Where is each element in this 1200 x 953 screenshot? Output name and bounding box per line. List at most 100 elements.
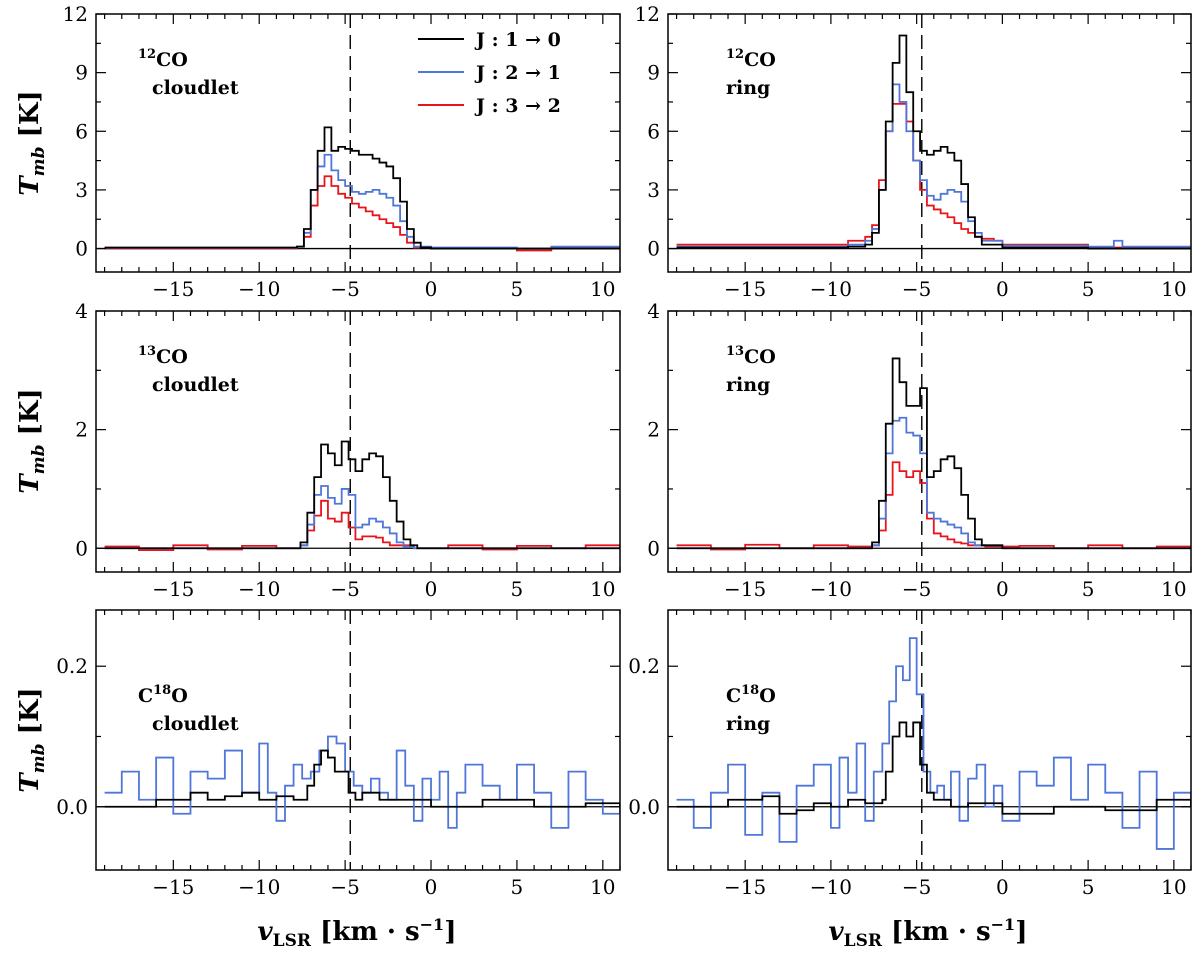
x-tick-label: 5	[511, 875, 524, 899]
x-tick-label: −10	[810, 277, 852, 301]
panel-region-label: ring	[726, 77, 770, 99]
x-tick-label: 10	[590, 577, 615, 601]
x-tick-label: 5	[1082, 577, 1095, 601]
series-line-j21	[676, 83, 1191, 249]
panel-region-label: ring	[726, 713, 770, 735]
y-tick-label: 2	[647, 418, 660, 442]
y-tick-label: 9	[75, 61, 88, 85]
x-tick-label: 5	[1082, 277, 1095, 301]
x-tick-label: 10	[1161, 577, 1186, 601]
series-line-j32	[104, 175, 620, 252]
panel-4: −15 −10 −5 0 5 10 0 2 4 13CO ring	[647, 299, 1192, 601]
series-line-j21	[676, 637, 1191, 850]
panel-frame	[95, 609, 621, 871]
x-tick-label: −10	[238, 277, 280, 301]
series-line-j10	[104, 440, 620, 550]
panel-region-label: ring	[726, 374, 770, 396]
y-axis-title-row-2: Tmb [K]	[15, 388, 49, 494]
x-tick-label: −10	[810, 577, 852, 601]
panel-isotope-label: C18O	[726, 683, 776, 707]
x-tick-label: 10	[590, 875, 615, 899]
y-tick-label: 0.2	[56, 654, 88, 678]
panel-5: −15 −10 −5 0 5 10 0.0 0.2 C18O cloudlet	[56, 609, 621, 899]
x-tick-label: 0	[996, 277, 1009, 301]
series-group	[676, 637, 1191, 850]
series-line-j32	[676, 103, 1191, 249]
x-tick-label: 10	[1161, 277, 1186, 301]
y-tick-label: 0	[647, 237, 660, 261]
x-tick-label: −5	[330, 277, 359, 301]
y-tick-label: 0.2	[628, 654, 660, 678]
x-tick-label: 0	[996, 875, 1009, 899]
x-tick-label: 10	[590, 277, 615, 301]
y-axis-titles: Tmb [K] Tmb [K] Tmb [K]	[15, 90, 49, 793]
series-line-j10	[676, 721, 1191, 815]
y-tick-label: 4	[75, 299, 88, 323]
panel-region-label: cloudlet	[152, 713, 239, 735]
series-line-j21	[104, 735, 620, 829]
panel-6: −15 −10 −5 0 5 10 0.0 0.2 C18O ring	[628, 609, 1192, 899]
panel-isotope-label: 12CO	[726, 47, 776, 71]
x-tick-label: −5	[902, 277, 931, 301]
x-tick-label: −5	[330, 577, 359, 601]
panel-isotope-label: C18O	[138, 683, 188, 707]
series-group	[104, 440, 620, 551]
y-tick-label: 3	[75, 178, 88, 202]
y-tick-label: 6	[647, 119, 660, 143]
y-tick-label: 4	[647, 299, 660, 323]
y-tick-label: 0.0	[628, 795, 660, 819]
y-tick-label: 0	[75, 237, 88, 261]
y-tick-label: 12	[63, 2, 88, 26]
series-line-j21	[104, 153, 620, 250]
y-tick-label: 0	[75, 536, 88, 560]
x-tick-label: −15	[724, 577, 766, 601]
x-tick-label: 5	[511, 577, 524, 601]
x-tick-label: −10	[238, 875, 280, 899]
panel-region-label: cloudlet	[152, 374, 239, 396]
series-group	[676, 357, 1191, 551]
series-group	[104, 126, 620, 252]
series-line-j21	[104, 485, 620, 550]
panel-3: −15 −10 −5 0 5 10 0 2 4 13CO cloudlet	[75, 299, 621, 601]
x-tick-label: −10	[238, 577, 280, 601]
y-tick-label: 12	[635, 2, 660, 26]
panel-isotope-label: 13CO	[726, 344, 776, 368]
legend-label-j21: J : 2 → 1	[474, 62, 561, 84]
y-tick-label: 9	[647, 61, 660, 85]
series-line-j21	[676, 416, 1191, 550]
series-line-j10	[676, 34, 1191, 250]
x-tick-label: 0	[996, 577, 1009, 601]
series-group	[676, 34, 1191, 250]
panel-frame	[95, 13, 621, 273]
panel-frame	[667, 310, 1192, 573]
x-tick-label: −15	[152, 277, 194, 301]
x-tick-label: −10	[810, 875, 852, 899]
x-axis-title-right: vLSR [km · s−1]	[829, 915, 1028, 951]
y-axis-title-row-1: Tmb [K]	[15, 90, 49, 196]
series-line-j10	[104, 126, 620, 250]
panel-2: −15 −10 −5 0 5 10 0 3 6 9 12 12CO ring	[635, 2, 1192, 301]
series-group	[104, 735, 620, 829]
x-tick-label: −5	[902, 875, 931, 899]
y-tick-label: 6	[75, 119, 88, 143]
x-tick-label: 5	[1082, 875, 1095, 899]
x-tick-label: −15	[724, 875, 766, 899]
x-tick-label: 5	[511, 277, 524, 301]
y-axis-title-row-3: Tmb [K]	[15, 687, 49, 793]
x-tick-label: −5	[902, 577, 931, 601]
legend: J : 1 → 0 J : 2 → 1 J : 3 → 2	[418, 29, 561, 117]
panel-frame	[95, 310, 621, 573]
x-tick-label: −15	[724, 277, 766, 301]
series-line-j10	[104, 749, 620, 808]
series-line-j10	[676, 357, 1191, 550]
x-tick-label: −15	[152, 875, 194, 899]
y-tick-label: 2	[75, 418, 88, 442]
panel-region-label: cloudlet	[152, 77, 239, 99]
x-tick-label: 0	[425, 277, 438, 301]
panel-1: −15 −10 −5 0 5 10 0 3 6 9 12 12CO cloudlet J : 1 → 0J…	[63, 2, 621, 301]
panel-isotope-label: 12CO	[138, 47, 188, 71]
x-tick-label: 0	[425, 577, 438, 601]
y-tick-label: 0	[647, 536, 660, 560]
x-tick-label: 10	[1161, 875, 1186, 899]
